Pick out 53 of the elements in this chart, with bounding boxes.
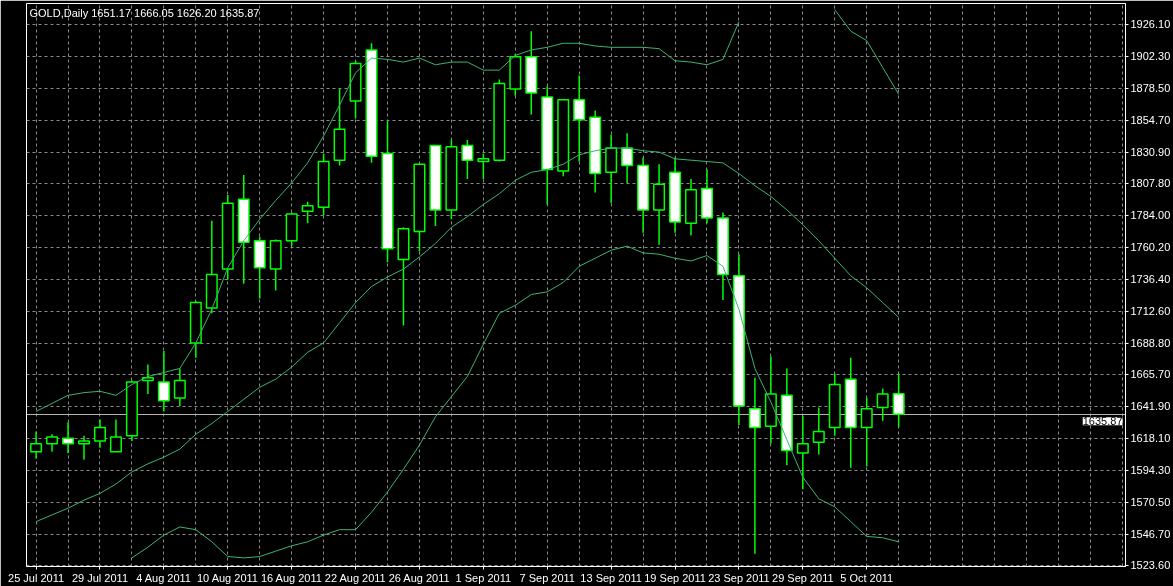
candlestick: [301, 201, 314, 225]
candlestick: [173, 367, 186, 407]
candlestick: [461, 139, 474, 180]
x-tick-label: 23 Sep 2011: [708, 571, 770, 584]
candlestick: [30, 430, 43, 460]
candlestick: [573, 74, 586, 163]
candlestick: [77, 434, 91, 461]
candlestick: [93, 418, 106, 449]
y-tick-label: 1902.30: [1130, 50, 1171, 63]
x-tick-label: 19 Sep 2011: [644, 571, 706, 584]
x-tick-label: 5 Oct 2011: [840, 571, 894, 584]
x-tick-label: 29 Sep 2011: [772, 571, 834, 584]
y-tick-label: 1712.60: [1130, 305, 1171, 318]
x-tick-label: 10 Aug 2011: [196, 571, 258, 584]
x-tick-label: 7 Sep 2011: [519, 571, 575, 584]
candlestick: [477, 152, 490, 180]
x-tick-label: 22 Aug 2011: [324, 571, 386, 584]
candlestick: [860, 397, 873, 468]
y-tick-label: 1570.50: [1130, 496, 1171, 509]
candlestick: [892, 373, 905, 429]
y-tick-label: 1878.50: [1130, 82, 1171, 95]
y-tick-label: 1830.90: [1130, 146, 1171, 159]
y-tick-label: 1784.00: [1130, 209, 1171, 222]
y-tick-label: 1641.90: [1130, 400, 1171, 413]
x-tick-label: 1 Sep 2011: [455, 571, 512, 584]
y-tick-label: 1523.60: [1130, 559, 1171, 572]
y-tick-label: 1618.10: [1130, 432, 1171, 445]
y-tick-label: 1665.70: [1130, 368, 1171, 381]
chart-title: GOLD,Daily 1651.17 1666.05 1626.20 1635.87: [29, 6, 260, 19]
x-tick-label: 16 Aug 2011: [260, 571, 322, 584]
y-tick-label: 1926.10: [1130, 18, 1171, 31]
y-tick-label: 1594.30: [1130, 464, 1171, 477]
candlestick: [621, 132, 634, 184]
y-tick-label: 1546.70: [1130, 528, 1171, 541]
y-tick-label: 1760.20: [1130, 241, 1171, 254]
y-tick-label: 1688.80: [1130, 337, 1171, 350]
x-tick-label: 13 Sep 2011: [580, 571, 642, 584]
candlestick: [796, 414, 809, 491]
y-tick-label: 1807.80: [1130, 177, 1171, 190]
candlestick: [157, 350, 170, 413]
line-series: [131, 245, 900, 559]
y-tick-label: 1854.70: [1130, 114, 1171, 127]
x-tick-label: 4 Aug 2011: [136, 571, 192, 584]
line-series: [35, 147, 900, 523]
candlestick: [812, 406, 825, 456]
candlestick: [109, 418, 122, 453]
ref-line-label: 1635.87: [1082, 415, 1123, 428]
x-tick-label: 25 Jul 2011: [8, 571, 65, 584]
x-tick-label: 26 Aug 2011: [388, 571, 450, 584]
y-tick-label: 1736.40: [1130, 273, 1171, 286]
x-tick-label: 29 Jul 2011: [71, 571, 129, 584]
candlestick: [748, 377, 761, 555]
candlestick: [876, 387, 889, 422]
